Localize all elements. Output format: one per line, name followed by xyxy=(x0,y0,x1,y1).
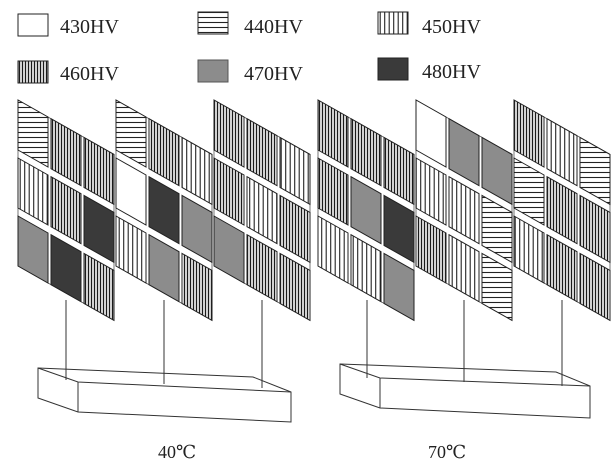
hardness-cell xyxy=(546,175,578,245)
hardness-cell xyxy=(246,233,278,303)
hardness-cell xyxy=(83,252,115,322)
hardness-cell xyxy=(415,157,447,226)
hardness-cell xyxy=(148,233,180,303)
legend-label-470hv: 470HV xyxy=(244,63,303,85)
hardness-cell xyxy=(213,215,245,284)
hardness-cell xyxy=(317,157,349,226)
hardness-cell xyxy=(213,99,245,168)
legend-item-450hv: 450HV xyxy=(377,11,481,38)
hardness-cell xyxy=(246,117,278,187)
legend-item-430hv: 430HV xyxy=(17,13,119,38)
legend-label-480hv: 480HV xyxy=(422,61,481,83)
panel-caption-70c: 70℃ xyxy=(428,442,466,461)
hardness-cell xyxy=(181,194,213,264)
hardness-cell xyxy=(481,136,513,206)
hardness-cell xyxy=(579,194,611,264)
hardness-cell xyxy=(448,117,480,187)
legend-item-480hv: 480HV xyxy=(377,57,481,83)
legend-label-430hv: 430HV xyxy=(60,16,119,38)
legend-label-440hv: 440HV xyxy=(244,16,303,38)
hardness-cell xyxy=(148,117,180,187)
legend-swatch-470hv xyxy=(197,59,229,83)
hardness-cell xyxy=(17,99,49,168)
hardness-cell xyxy=(213,157,245,226)
hardness-cell xyxy=(50,117,82,187)
hardness-cell xyxy=(317,99,349,168)
hardness-cell xyxy=(50,233,82,303)
legend-swatch-460hv xyxy=(17,60,49,84)
hardness-cell xyxy=(115,157,147,226)
legend-item-460hv: 460HV xyxy=(17,60,119,85)
hardness-cell xyxy=(546,233,578,303)
hardness-cell xyxy=(279,136,311,206)
hardness-cell xyxy=(181,252,213,322)
hardness-cell xyxy=(83,136,115,206)
legend-swatch-480hv xyxy=(377,57,409,81)
hardness-cell xyxy=(279,252,311,322)
hardness-cell xyxy=(383,194,415,264)
hardness-cell xyxy=(481,252,513,322)
hardness-cell xyxy=(115,99,147,168)
legend-swatch-440hv xyxy=(197,11,229,35)
hardness-cell xyxy=(513,99,545,168)
legend-item-440hv: 440HV xyxy=(197,11,303,38)
hardness-cell xyxy=(481,194,513,264)
hardness-cell xyxy=(513,215,545,284)
panel-40c: 40℃ xyxy=(17,99,311,461)
hardness-cell xyxy=(83,194,115,264)
hardness-cell xyxy=(17,157,49,226)
hardness-cell xyxy=(579,136,611,206)
base-block-70c xyxy=(339,363,591,419)
hardness-cell xyxy=(350,117,382,187)
hardness-cell xyxy=(279,194,311,264)
hardness-cell xyxy=(415,99,447,168)
hardness-cell xyxy=(350,233,382,303)
hardness-cell xyxy=(115,215,147,284)
specimen-grids-70c xyxy=(317,99,611,322)
legend-label-450hv: 450HV xyxy=(422,16,481,38)
hardness-cell xyxy=(350,175,382,245)
hardness-cell xyxy=(317,215,349,284)
legend-swatch-430hv xyxy=(17,13,49,37)
legend-item-470hv: 470HV xyxy=(197,59,303,85)
hardness-cell xyxy=(448,175,480,245)
hardness-cell xyxy=(246,175,278,245)
hardness-cell xyxy=(383,252,415,322)
panel-70c: 70℃ xyxy=(317,99,611,461)
hardness-cell xyxy=(50,175,82,245)
hardness-cell xyxy=(148,175,180,245)
specimen-grids-40c xyxy=(17,99,311,322)
hardness-cell xyxy=(448,233,480,303)
hardness-cell xyxy=(546,117,578,187)
hardness-cell xyxy=(383,136,415,206)
base-block-40c xyxy=(37,367,292,423)
legend-label-460hv: 460HV xyxy=(60,63,119,85)
panel-caption-40c: 40℃ xyxy=(158,442,196,461)
legend-swatch-450hv xyxy=(377,11,409,35)
hardness-cell xyxy=(579,252,611,322)
hardness-cell xyxy=(415,215,447,284)
legend: 430HV 440HV 450HV 460HV 470HV 480HV xyxy=(17,11,481,85)
hardness-cell xyxy=(513,157,545,226)
hardness-cell xyxy=(17,215,49,284)
hardness-cell xyxy=(181,136,213,206)
